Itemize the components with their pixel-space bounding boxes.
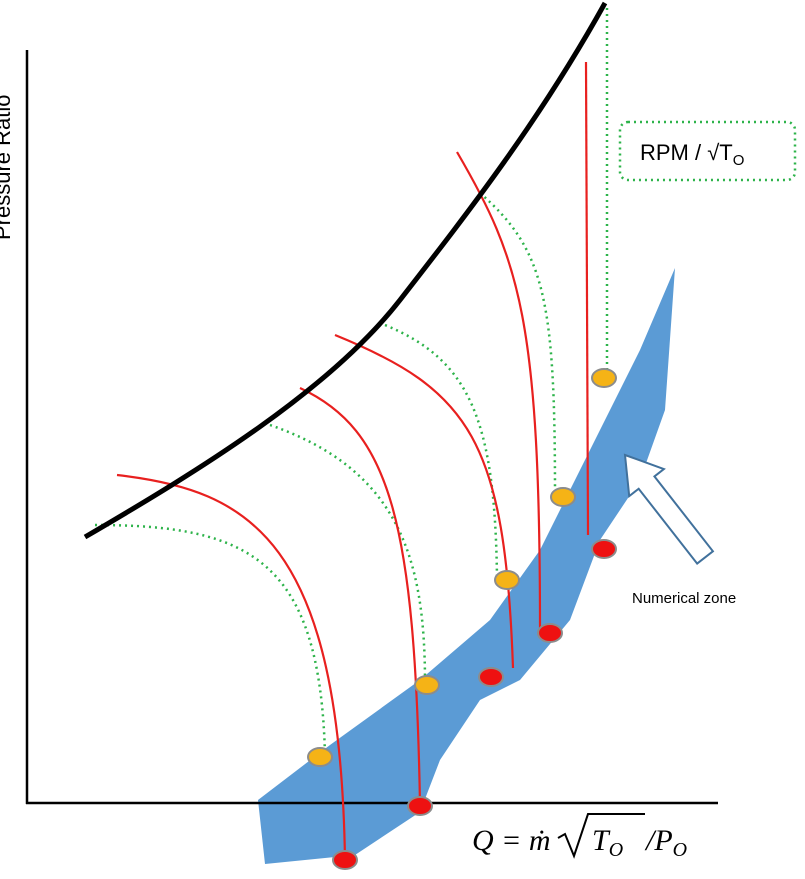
zone-label: Numerical zone: [632, 590, 736, 607]
yellow-point: [307, 747, 333, 767]
red-point: [537, 623, 563, 643]
yellow-point: [494, 570, 520, 590]
root-sub: O: [609, 839, 623, 861]
red-point: [591, 539, 617, 559]
numerical-zone: [258, 268, 675, 864]
red-line: [299, 387, 422, 806]
red-line: [334, 333, 515, 669]
legend-main: RPM / √T: [640, 140, 733, 165]
yellow-point: [414, 675, 440, 695]
red-point: [332, 850, 358, 870]
legend-subscript: O: [733, 152, 745, 169]
formula-lead: Q = ṁ: [472, 824, 551, 857]
speed-line: [384, 323, 499, 579]
red-line: [456, 151, 542, 631]
zone-arrow: [623, 453, 715, 566]
speed-line: [479, 192, 557, 496]
yellow-point: [591, 368, 617, 388]
y-axis-label: Pressure Ratio: [0, 94, 15, 240]
yellow-point: [550, 487, 576, 507]
red-point: [478, 667, 504, 687]
speed-line: [94, 523, 327, 756]
x-axis-label: Q = ṁ TO /PO: [472, 813, 687, 861]
red-point: [407, 796, 433, 816]
sqrt-sign: [557, 813, 645, 859]
divide-sub: O: [673, 839, 687, 861]
formula-root: TO: [592, 824, 623, 861]
divide-var: /P: [644, 824, 673, 857]
legend-box: [618, 120, 797, 182]
red-line: [584, 61, 590, 536]
speed-lines: [94, 8, 609, 756]
formula-divide: /PO: [644, 824, 687, 861]
legend-text: RPM / √TO: [640, 140, 744, 169]
surge-line: [83, 1, 608, 540]
points: [307, 368, 617, 870]
root-var: T: [592, 824, 611, 857]
